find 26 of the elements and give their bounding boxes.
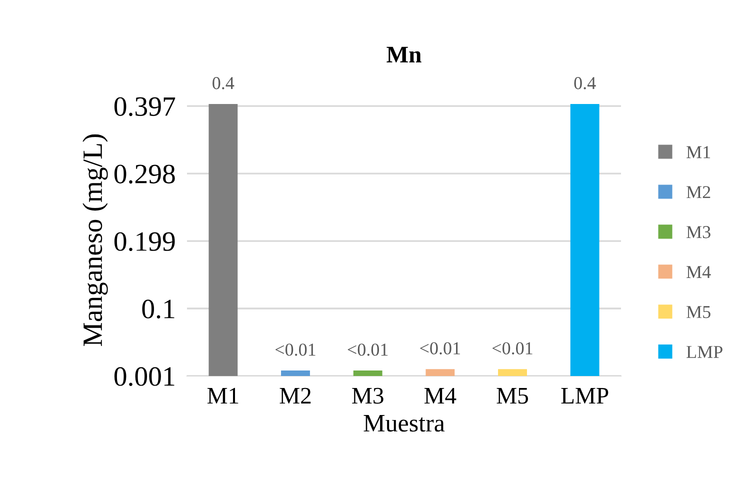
x-tick-label: M2 (280, 388, 311, 404)
legend-label: M3 (686, 226, 710, 238)
y-tick-label: 0.298 (114, 164, 175, 184)
data-label: <0.01 (420, 342, 460, 354)
legend-label: M5 (686, 306, 710, 318)
x-tick-label: M1 (207, 388, 238, 404)
legend-label: M1 (686, 146, 710, 158)
data-label: <0.01 (348, 344, 388, 356)
data-label: <0.01 (492, 342, 532, 354)
y-tick-label: 0.001 (114, 367, 174, 386)
x-tick-label: LMP (561, 388, 608, 404)
y-tick-label: 0.199 (114, 232, 175, 252)
x-axis-title: Muestra (364, 415, 445, 432)
data-label: 0.4 (574, 77, 596, 90)
x-tick-label: M5 (496, 388, 528, 404)
legend-label: M4 (686, 266, 711, 278)
y-tick-label: 0.1 (142, 300, 174, 319)
x-tick-label: M3 (352, 388, 384, 404)
legend-label: LMP (686, 346, 722, 358)
legend-label: M2 (686, 186, 710, 198)
y-axis-title: Manganeso (mg/L) (82, 134, 108, 346)
x-tick-label: M4 (424, 388, 456, 404)
data-label: <0.01 (276, 344, 316, 356)
y-tick-label: 0.397 (114, 97, 176, 116)
chart-title: Mn (386, 46, 422, 62)
data-label: 0.4 (212, 77, 234, 90)
